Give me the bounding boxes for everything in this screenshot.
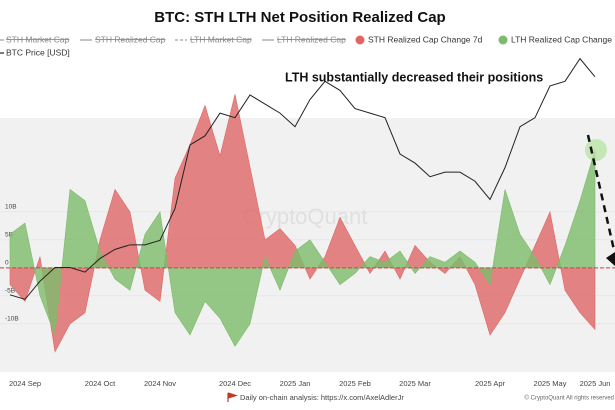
- plot-area: -10B -5B 0 5B 10B 2024 Sep 2024 Oct 2024 Nov 202…: [0, 57, 615, 388]
- highlight: [585, 139, 607, 161]
- area: [9, 94, 596, 353]
- footer: Daily on-chain analysis: https://x.com/A…: [240, 393, 404, 402]
- area: [9, 150, 596, 347]
- legend-swatch: [498, 35, 508, 45]
- footer-icon: [227, 392, 239, 402]
- chart-title: BTC: STH LTH Net Position Realized Cap: [154, 9, 445, 26]
- y-tick-label: 0: [5, 260, 9, 267]
- x-tick-label: 2024 Sep: [9, 379, 41, 388]
- x-tick-label: 2025 Feb: [339, 379, 371, 388]
- arrow-head: [606, 252, 615, 266]
- legend-entry: STH Market Cap: [6, 34, 70, 44]
- legend-entry: BTC Price [USD]: [6, 47, 70, 57]
- legend-swatch: [355, 35, 365, 45]
- y-tick-label: -5B: [5, 288, 15, 295]
- arrow: [586, 134, 615, 251]
- legend-entry: LTH Market Cap: [190, 34, 252, 44]
- y-tick-label: -10B: [5, 316, 19, 323]
- x-tick-label: 2025 Apr: [475, 379, 506, 388]
- annotation: LTH substantially decreased their positi…: [285, 70, 543, 84]
- price-line: [9, 57, 596, 300]
- legend-entry: LTH Realized Cap: [277, 34, 346, 44]
- copyright: © CryptoQuant All rights reserved: [525, 395, 614, 402]
- y-tick-label: 5B: [5, 232, 13, 239]
- x-tick-label: 2024 Oct: [85, 379, 116, 388]
- x-tick-label: 2025 Jan: [280, 379, 311, 388]
- x-tick-label: 2024 Nov: [144, 379, 176, 388]
- x-tick-label: 2025 Mar: [399, 379, 431, 388]
- x-tick-label: 2024 Dec: [219, 379, 251, 388]
- legend-entry: LTH Realized Cap Change 7d: [511, 34, 615, 44]
- watermark: CryptoQuant: [243, 204, 368, 229]
- x-tick-label: 2025 May: [534, 379, 567, 388]
- legend-entry: STH Realized Cap: [95, 34, 166, 44]
- y-tick-label: 10B: [5, 204, 17, 211]
- legend: STH Market Cap STH Realized Cap LTH Mark…: [0, 34, 615, 57]
- legend-entry: STH Realized Cap Change 7d: [368, 34, 483, 44]
- x-tick-label: 2025 Jun: [580, 379, 611, 388]
